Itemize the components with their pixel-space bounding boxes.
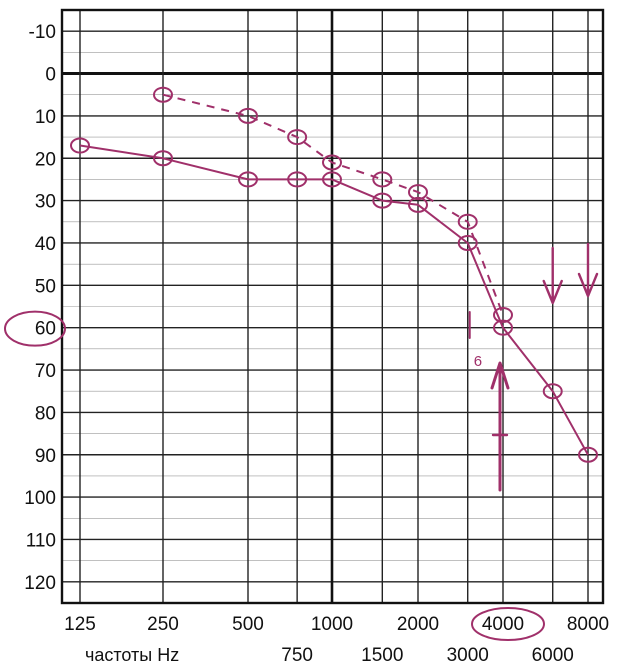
x-tick-label: 250 [147,614,179,635]
x-tick-label: 8000 [567,614,609,635]
data-point-circle [493,306,513,323]
plot-frame [60,8,605,605]
circled-y-label-60 [4,310,66,347]
data-point-circle [287,129,308,146]
data-point-circle [493,319,513,336]
y-tick-label: 90 [35,446,56,467]
data-point-circle [153,86,173,103]
y-tick-label: 20 [35,149,56,170]
up-arrow-mark [490,361,510,492]
data-point-circle [287,171,308,188]
y-tick-label: 10 [35,107,56,128]
series-line-2 [79,144,589,456]
data-point-circle [408,184,428,201]
data-point-circle [322,154,342,171]
y-tick-label: 70 [35,361,56,382]
y-axis-tick-labels: -10 0 10 20 30 40 50 60 70 80 90 100 110 120 [24,22,56,594]
x-axis-caption: частоты Hz [85,645,179,665]
down-arrow-mark [542,246,563,305]
x-tick-label: 1000 [311,614,353,635]
x-tick-label-intermediate: 1500 [361,645,403,666]
y-tick-label: -10 [29,22,56,43]
data-point-circle [238,107,258,124]
data-point-circle [372,171,393,188]
y-tick-label: 40 [35,234,56,255]
y-tick-label: 100 [24,488,56,509]
y-tick-label: 80 [35,403,56,424]
data-point-circle [238,171,258,188]
x-axis-tick-labels: 125 250 500 1000 2000 4000 8000 750 1500 3000 6000 [64,614,609,666]
data-point-circle [408,196,428,213]
x-tick-label-intermediate: 750 [281,645,313,666]
y-tick-label: 120 [24,573,56,594]
x-tick-label: 125 [64,614,96,635]
down-arrow-mark [577,242,599,298]
x-tick-label: 500 [232,614,264,635]
data-point-circle [542,383,563,400]
handwritten-note: 6 [474,353,482,370]
x-tick-label: 4000 [482,614,524,635]
data-point-circle [153,150,173,167]
data-point-circle [457,213,478,230]
data-point-circle [578,446,598,463]
x-tick-label-intermediate: 6000 [532,645,574,666]
x-tick-label: 2000 [397,614,439,635]
data-point-circle [322,171,342,188]
y-tick-label: 30 [35,192,56,213]
x-tick-label-intermediate: 3000 [447,645,489,666]
data-point-circle [70,137,90,154]
circled-x-label-4000 [471,607,545,641]
y-tick-label: 0 [45,65,56,86]
series [70,86,598,463]
y-tick-label: 110 [26,530,56,551]
pen-annotations: 6 [4,242,599,641]
data-point-circle [457,234,478,251]
y-tick-label: 60 [35,319,56,340]
data-point-circle [372,192,393,209]
y-tick-label: 50 [35,276,56,297]
grid [60,8,605,605]
